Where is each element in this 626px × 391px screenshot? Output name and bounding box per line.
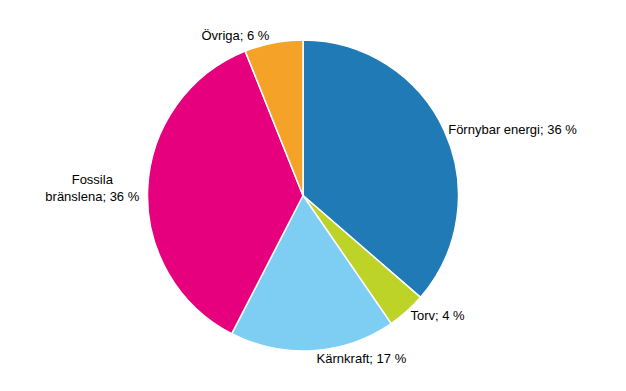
svg-text:Fossilabränslena; 36 %: Fossilabränslena; 36 % [45,172,139,204]
svg-text:Förnybar energi; 36 %: Förnybar energi; 36 % [448,122,577,137]
svg-text:Torv; 4 %: Torv; 4 % [410,308,465,323]
svg-text:Övriga; 6 %: Övriga; 6 % [201,28,269,43]
svg-text:Kärnkraft; 17 %: Kärnkraft; 17 % [317,351,407,366]
